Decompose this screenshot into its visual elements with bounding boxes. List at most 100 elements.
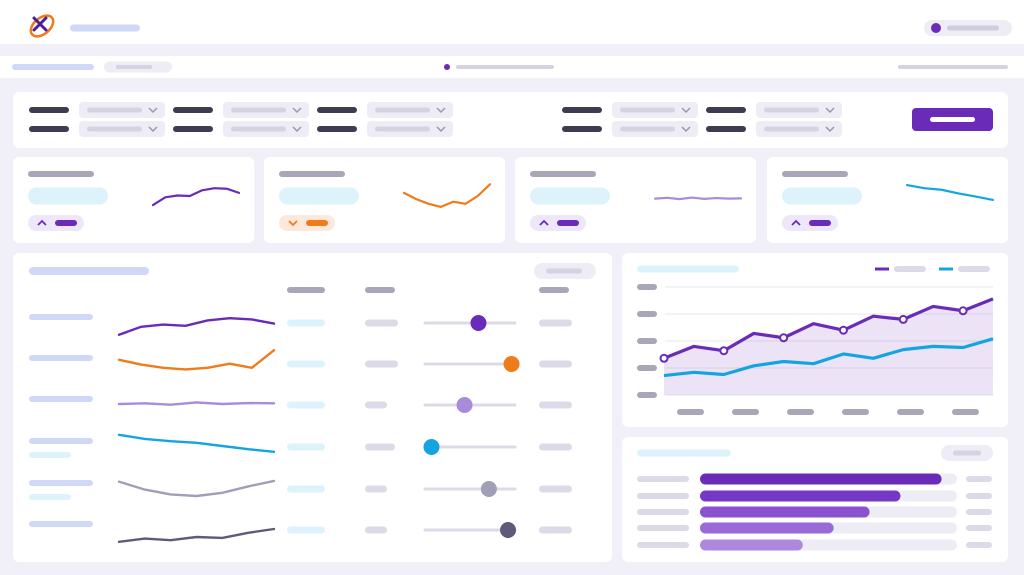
filter-label-placeholder — [317, 107, 357, 113]
kpi-value-placeholder — [530, 187, 610, 205]
dropdown-chevron — [825, 107, 835, 114]
bar — [700, 506, 870, 518]
kpi-title-placeholder — [530, 171, 596, 177]
app-name-placeholder — [70, 24, 140, 32]
user-avatar — [931, 23, 941, 33]
dropdown-chevron — [681, 107, 691, 114]
sparkline — [402, 183, 492, 209]
bar — [700, 490, 901, 502]
nav-placeholder — [898, 65, 1008, 69]
dropdown-value-placeholder — [375, 126, 430, 132]
kpi-title-placeholder — [782, 171, 848, 177]
cell-placeholder — [539, 401, 572, 409]
user-name-placeholder — [947, 25, 999, 31]
bar-value-placeholder — [966, 542, 992, 548]
dropdown-chevron — [681, 126, 691, 133]
filter-label-placeholder — [317, 126, 357, 132]
nav-dot — [444, 64, 450, 70]
cell-placeholder — [539, 360, 572, 368]
series-line — [663, 297, 994, 360]
dropdown-value-placeholder — [231, 126, 286, 132]
filter-label-placeholder — [706, 126, 746, 132]
column-header-placeholder — [287, 287, 325, 293]
x-tick-placeholder — [732, 409, 759, 415]
row-label-placeholder — [29, 314, 93, 320]
kpi-delta-arrow — [288, 220, 298, 227]
bar — [700, 522, 834, 534]
table-title-placeholder — [29, 267, 149, 275]
bar-value-placeholder — [966, 525, 992, 531]
bar-label-placeholder — [637, 542, 689, 548]
x-tick-placeholder — [787, 409, 814, 415]
y-tick-placeholder — [637, 284, 657, 290]
bar-value-placeholder — [966, 509, 992, 515]
kpi-title-placeholder — [279, 171, 345, 177]
kpi-delta-placeholder — [55, 220, 77, 226]
x-tick-placeholder — [677, 409, 704, 415]
dropdown-chevron — [436, 126, 446, 133]
slider-knob[interactable] — [470, 315, 487, 331]
sparkline — [151, 187, 241, 207]
chart-action-label-placeholder — [953, 450, 981, 456]
bar-label-placeholder — [637, 493, 689, 499]
column-header-placeholder — [539, 287, 569, 293]
row-sublabel-placeholder — [29, 452, 71, 458]
area — [664, 298, 993, 395]
dropdown-value-placeholder — [764, 107, 819, 113]
line-chart-panel — [622, 253, 1008, 427]
bar — [700, 473, 942, 485]
button-label-placeholder — [930, 117, 975, 122]
slider-knob[interactable] — [423, 439, 440, 455]
cell-placeholder — [365, 443, 395, 451]
slider-knob[interactable] — [503, 356, 520, 372]
y-tick-placeholder — [637, 365, 657, 371]
point-marker — [838, 325, 848, 335]
cell-placeholder — [539, 485, 572, 493]
dropdown-value-placeholder — [620, 126, 675, 132]
dropdown-value-placeholder — [231, 107, 286, 113]
sparkline — [117, 316, 276, 336]
kpi-value-placeholder — [279, 187, 359, 205]
row-sublabel-placeholder — [29, 494, 71, 500]
point-marker — [659, 353, 669, 363]
sparkline — [117, 349, 276, 371]
row-label-placeholder — [29, 521, 93, 527]
cell-placeholder — [287, 401, 325, 409]
filter-label-placeholder — [29, 126, 69, 132]
point-marker — [779, 333, 789, 343]
cell-placeholder — [287, 485, 325, 493]
slider-knob[interactable] — [500, 522, 517, 538]
x-tick-placeholder — [842, 409, 869, 415]
logo-cross — [32, 16, 48, 32]
table-action-label-placeholder — [546, 268, 582, 274]
row-label-placeholder — [29, 396, 93, 402]
legend-label-placeholder — [958, 266, 990, 272]
sparkline — [905, 183, 995, 201]
row-label-placeholder — [29, 480, 93, 486]
filter-label-placeholder — [562, 126, 602, 132]
kpi-title-placeholder — [28, 171, 94, 177]
cell-placeholder — [287, 443, 325, 451]
slider-knob[interactable] — [456, 397, 473, 413]
top-bar — [0, 0, 1024, 44]
dropdown-chevron — [436, 107, 446, 114]
tab-label-placeholder — [116, 65, 152, 69]
dropdown-chevron — [292, 107, 302, 114]
breadcrumb-placeholder — [12, 64, 94, 70]
cell-placeholder — [539, 526, 572, 534]
dropdown-value-placeholder — [620, 107, 675, 113]
dropdown-value-placeholder — [375, 107, 430, 113]
cell-placeholder — [287, 360, 325, 368]
filter-label-placeholder — [173, 126, 213, 132]
row-label-placeholder — [29, 438, 93, 444]
slider-knob[interactable] — [480, 481, 497, 497]
cell-placeholder — [539, 443, 572, 451]
kpi-delta-placeholder — [306, 220, 328, 226]
nav-placeholder — [456, 65, 554, 69]
point-marker — [958, 306, 968, 316]
kpi-delta-placeholder — [557, 220, 579, 226]
bar-label-placeholder — [637, 509, 689, 515]
cell-placeholder — [365, 319, 398, 327]
bar — [700, 539, 803, 551]
